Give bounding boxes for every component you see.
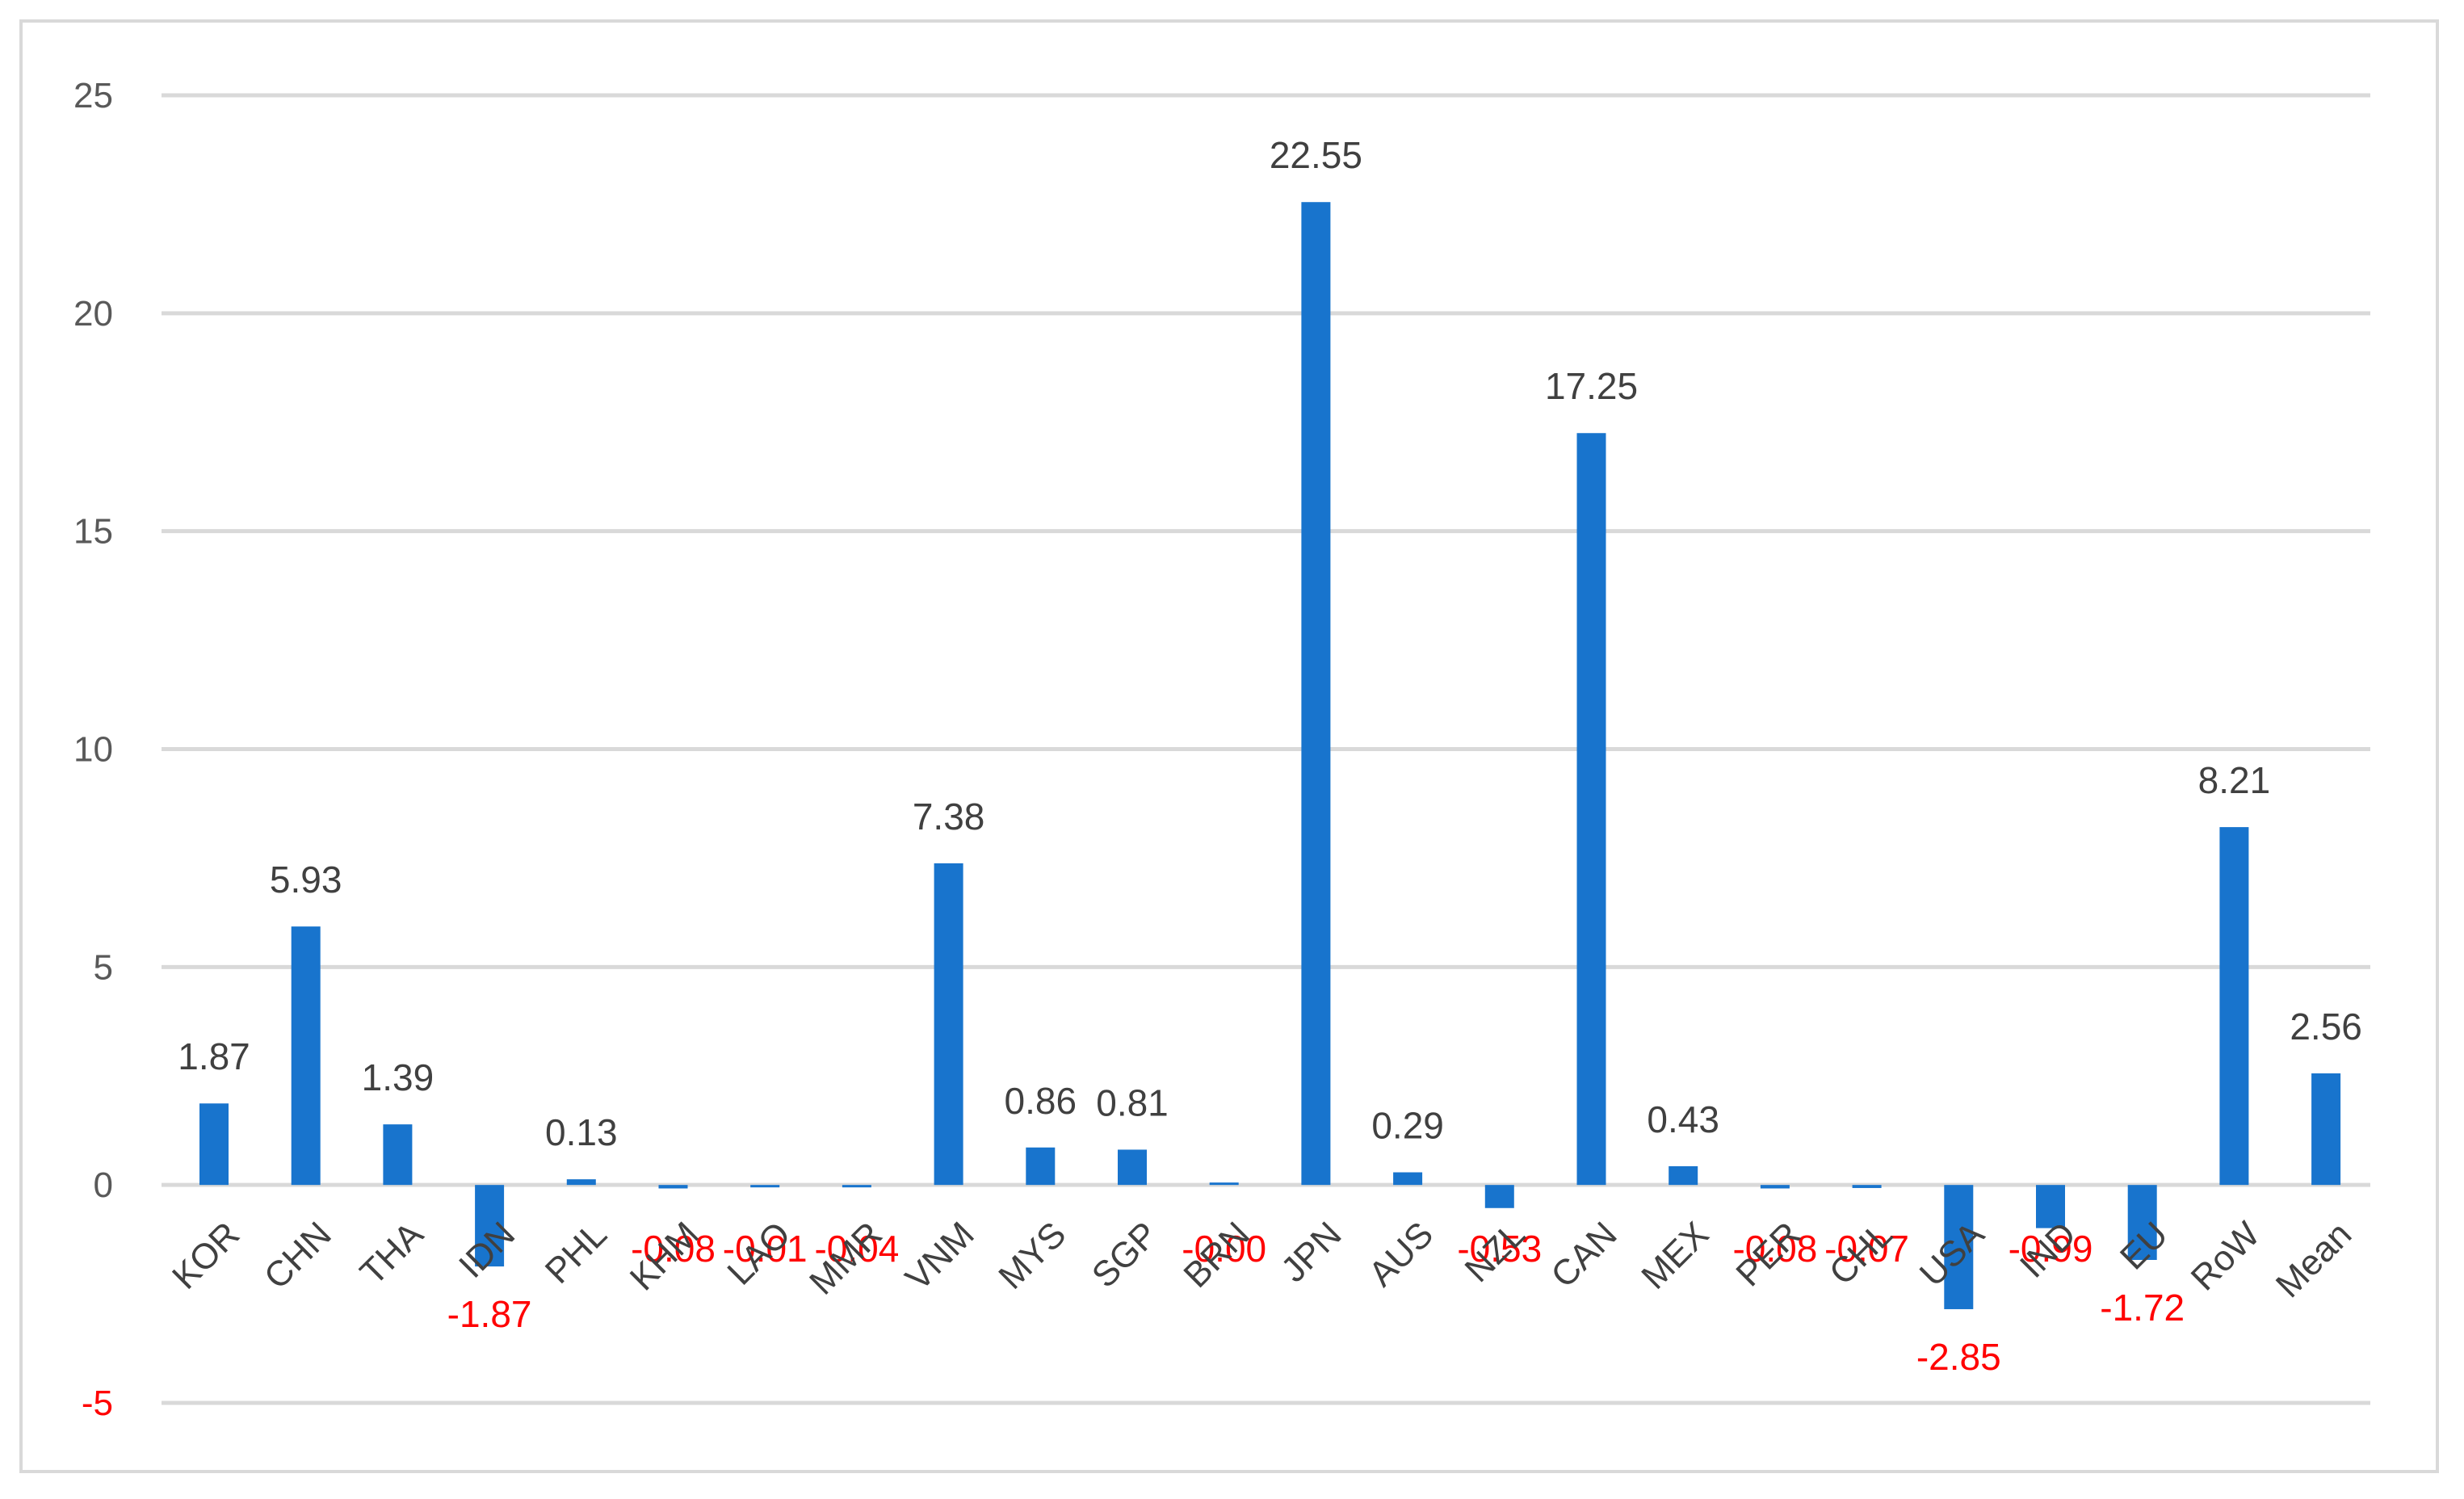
x-tick-CHL: CHL	[1822, 1215, 1900, 1293]
x-tick-MEX: MEX	[1634, 1215, 1716, 1297]
chart-frame	[19, 19, 2439, 1473]
data-label-BRN: -0.00	[1182, 1228, 1266, 1270]
x-tick-SGP: SGP	[1085, 1215, 1165, 1295]
data-label-THA: 1.39	[362, 1056, 434, 1098]
data-label-USA: -2.85	[1916, 1336, 2001, 1378]
bar-CHN	[291, 926, 321, 1186]
x-tick-MYS: MYS	[991, 1215, 1073, 1297]
y-tick-label: -5	[82, 1384, 113, 1423]
x-tick-IND: IND	[2013, 1215, 2084, 1286]
data-label-CHN: 5.93	[270, 859, 342, 901]
x-tick-NZL: NZL	[1458, 1215, 1533, 1290]
bar-VNM	[934, 863, 963, 1186]
data-label-MMR: -0.04	[814, 1228, 899, 1270]
bar-PHL	[566, 1179, 596, 1186]
data-labels: 1.875.931.39-1.870.13-0.08 -0.01 -0.047.38…	[178, 134, 2362, 1378]
data-label-IDN: -1.87	[447, 1293, 532, 1335]
x-tick-IDN: IDN	[451, 1215, 523, 1286]
data-label-IND: -0.99	[2009, 1228, 2093, 1270]
bar-BRN	[1209, 1182, 1239, 1186]
data-label-EU: -1.72	[2100, 1287, 2185, 1329]
bar-IND	[2036, 1185, 2065, 1228]
gridlines	[162, 93, 2370, 1405]
bar-AUS	[1393, 1172, 1423, 1186]
x-tick-Mean: Mean	[2269, 1215, 2359, 1305]
bar-USA	[1944, 1185, 1974, 1309]
y-axis-ticks: 25 20 15 10 5 0 -5	[73, 76, 113, 1423]
data-label-SGP: 0.81	[1096, 1081, 1169, 1123]
x-tick-JPN: JPN	[1274, 1215, 1349, 1290]
y-tick-label: 25	[73, 76, 113, 115]
bar-KOR	[199, 1103, 229, 1186]
data-label-PHL: 0.13	[545, 1111, 618, 1153]
data-label-KHM: -0.08	[631, 1228, 716, 1270]
bar-CHL	[1852, 1185, 1882, 1188]
bar-CAN	[1576, 433, 1606, 1186]
bar-MYS	[1026, 1147, 1056, 1186]
data-label-VNM: 7.38	[913, 796, 985, 838]
bar-EU	[2127, 1185, 2157, 1260]
data-label-LAO: -0.01	[723, 1228, 808, 1270]
x-tick-PER: PER	[1728, 1215, 1808, 1295]
bar-MEX	[1669, 1165, 1698, 1186]
data-label-AUS: 0.29	[1371, 1105, 1444, 1147]
x-tick-EU: EU	[2113, 1215, 2176, 1278]
data-label-JPN: 22.55	[1270, 134, 1362, 176]
bar-NZL	[1484, 1185, 1514, 1208]
bar-LAO	[750, 1185, 780, 1188]
x-tick-CAN: CAN	[1543, 1215, 1624, 1295]
bar-JPN	[1301, 202, 1331, 1186]
data-label-KOR: 1.87	[178, 1035, 250, 1077]
y-tick-label: 10	[73, 730, 113, 770]
y-tick-label: 15	[73, 512, 113, 552]
x-tick-KOR: KOR	[165, 1215, 247, 1297]
data-label-MEX: 0.43	[1647, 1098, 1719, 1140]
bar-MMR	[842, 1185, 871, 1188]
bar-Mean	[2311, 1073, 2341, 1186]
bar-PER	[1760, 1185, 1790, 1189]
bar-SGP	[1118, 1149, 1147, 1186]
data-label-PER: -0.08	[1732, 1228, 1817, 1270]
data-label-CAN: 17.25	[1545, 365, 1638, 407]
bar-IDN	[475, 1185, 505, 1267]
data-label-CHL: -0.07	[1824, 1228, 1909, 1270]
x-tick-CHN: CHN	[257, 1215, 339, 1297]
bar-KHM	[658, 1185, 688, 1189]
y-tick-label: 5	[94, 947, 113, 987]
data-label-Mean: 2.56	[2290, 1006, 2362, 1048]
data-label-NZL: -0.53	[1457, 1228, 1542, 1270]
x-tick-LAO: LAO	[720, 1215, 798, 1293]
x-tick-PHL: PHL	[538, 1215, 615, 1291]
data-label-MYS: 0.86	[1005, 1080, 1077, 1122]
data-label-RoW: 8.21	[2198, 759, 2271, 801]
bars	[199, 202, 2341, 1309]
y-tick-label: 20	[73, 294, 113, 334]
y-tick-label: 0	[94, 1165, 113, 1205]
bar-THA	[383, 1124, 413, 1186]
bar-RoW	[2219, 827, 2249, 1186]
x-tick-THA: THA	[353, 1214, 431, 1292]
x-tick-VNM: VNM	[898, 1215, 982, 1299]
x-tick-AUS: AUS	[1362, 1215, 1442, 1295]
x-tick-RoW: RoW	[2184, 1214, 2268, 1298]
